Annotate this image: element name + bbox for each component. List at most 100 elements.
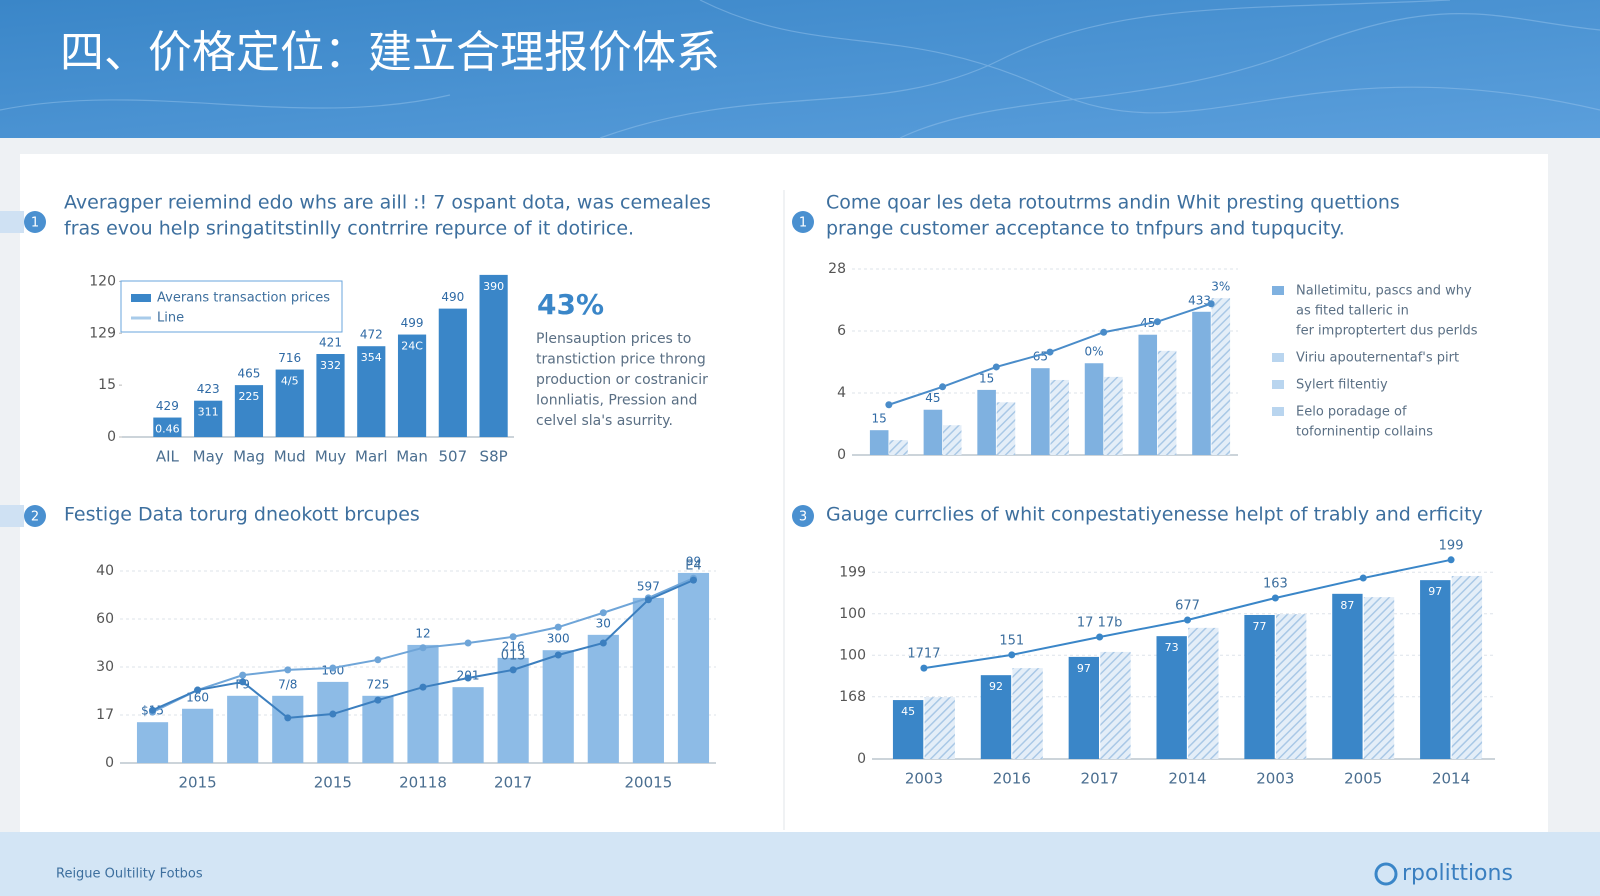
line-point — [1207, 300, 1215, 308]
line-point — [374, 656, 382, 664]
x-tick-label: Mag — [233, 448, 265, 466]
badge — [24, 505, 46, 527]
bar — [362, 695, 394, 763]
footer-text: Reigue Oultility Fotbos — [56, 867, 203, 882]
bar — [1451, 575, 1483, 759]
line-point — [599, 609, 607, 617]
line-point — [419, 644, 427, 652]
highlight: 43% — [537, 288, 604, 321]
note-bullet — [1272, 407, 1284, 416]
callout-line: celvel sla's asurrity. — [536, 413, 673, 429]
bar — [869, 430, 889, 455]
note-text: Eelo poradage of — [1296, 405, 1407, 420]
data-label: 311 — [198, 406, 219, 419]
x-tick-label: 2015 — [179, 774, 217, 792]
bar — [632, 597, 664, 763]
y-tick-label: 30 — [96, 659, 114, 675]
bar — [234, 385, 264, 437]
x-tick-label: 20118 — [399, 774, 447, 792]
data-label: 17 17b — [1077, 615, 1122, 630]
line-point — [1008, 651, 1016, 659]
headings: 1 Averagper reiemind edo whs are aill :!… — [24, 192, 1483, 527]
bar — [316, 354, 345, 437]
y-tick-label: 6 — [837, 323, 846, 339]
chart-title: Gauge currclies of whit conpestatiyeness… — [826, 504, 1483, 526]
chart-title: Come qoar les deta rotoutrms andin Whit … — [826, 192, 1400, 214]
y-tick-label: 129 — [89, 325, 116, 341]
bar — [542, 650, 574, 763]
line-point — [599, 639, 607, 647]
bar — [227, 695, 259, 763]
x-tick-label: May — [193, 448, 224, 466]
data-label: 97 — [1428, 585, 1442, 598]
line-point — [554, 651, 562, 659]
bar — [1188, 627, 1219, 759]
bar — [1244, 614, 1275, 759]
x-tick-label: 2003 — [1256, 770, 1294, 788]
bar — [889, 440, 908, 455]
data-label: 87 — [1340, 599, 1354, 612]
data-label: 45 — [901, 705, 915, 718]
y-tick-label: 60 — [96, 611, 114, 627]
note-text: as fited talleric in — [1296, 304, 1409, 319]
data-label: 225 — [238, 390, 259, 403]
line-point — [554, 623, 562, 631]
bar — [1050, 379, 1069, 455]
callout-line: Plensauption prices to — [536, 331, 691, 347]
line-point — [1271, 594, 1279, 602]
data-label: 465 — [237, 367, 260, 381]
y-tick-label: 28 — [828, 261, 846, 277]
badge — [24, 211, 46, 233]
bar — [677, 572, 710, 763]
x-tick-label: 2017 — [1081, 770, 1119, 788]
badge-number: 2 — [31, 510, 39, 525]
bar — [497, 657, 529, 763]
bar — [407, 644, 439, 763]
badge-number: 1 — [799, 216, 807, 231]
chart-title: Averagper reiemind edo whs are aill :! 7… — [64, 192, 711, 214]
line-point — [1046, 348, 1054, 356]
line-point — [1096, 633, 1104, 641]
header-decor — [0, 0, 1600, 139]
data-label: 354 — [361, 351, 382, 364]
bar — [1157, 350, 1177, 455]
bar — [1211, 298, 1231, 455]
bar — [1363, 597, 1395, 759]
line-point — [1153, 318, 1161, 326]
data-label: 677 — [1175, 598, 1200, 613]
bar — [996, 402, 1016, 455]
x-tick-label: 2005 — [1344, 770, 1382, 788]
legend-label: Line — [157, 311, 184, 326]
data-label: 3% — [1211, 280, 1230, 294]
line-point — [1184, 616, 1191, 624]
data-label: 30 — [596, 616, 611, 630]
line-point — [464, 674, 472, 682]
y-tick-label: 168 — [839, 689, 866, 705]
bar — [892, 700, 924, 759]
line-point — [329, 710, 337, 718]
bar — [1104, 376, 1123, 455]
data-label: 15 — [979, 371, 994, 385]
bar — [1138, 334, 1158, 455]
data-label: 92 — [989, 680, 1003, 693]
bar — [153, 417, 182, 437]
badge-number: 3 — [799, 510, 807, 525]
chart-title: Festige Data torurg dneokott brcupes — [64, 504, 420, 526]
data-label: 332 — [320, 359, 341, 372]
bar — [977, 389, 996, 455]
line-point — [329, 664, 337, 672]
line-point — [464, 639, 472, 647]
y-tick-label: 100 — [839, 606, 866, 622]
note-text: Nalletimitu, pascs and why — [1296, 284, 1472, 299]
y-tick-label: 17 — [96, 707, 114, 723]
data-label: 216 — [502, 639, 525, 653]
data-label: 99 — [686, 554, 701, 568]
line-point — [920, 664, 928, 672]
y-tick-label: 120 — [89, 273, 116, 289]
data-label: 472 — [360, 328, 383, 342]
legend-label: Averans transaction prices — [157, 291, 330, 306]
line-point — [149, 706, 157, 714]
bar — [1332, 593, 1363, 759]
